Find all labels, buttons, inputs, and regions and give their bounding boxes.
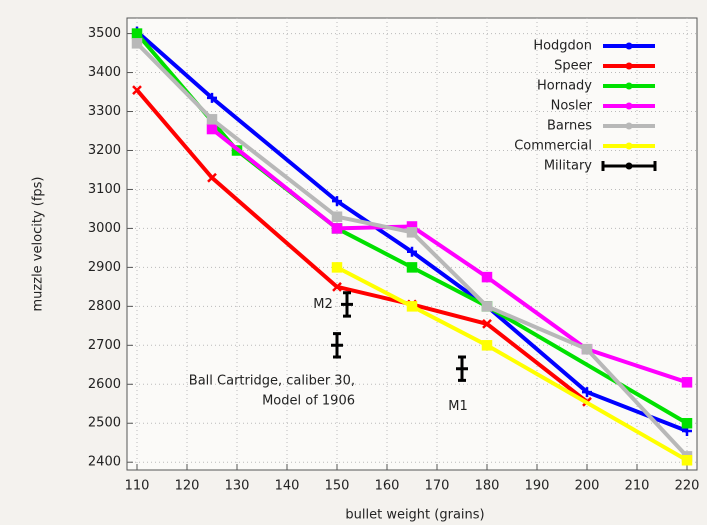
point (207, 92, 217, 103)
point (331, 223, 343, 234)
y-tick-label: 2500 (88, 416, 121, 431)
legend-marker (625, 102, 633, 110)
point (206, 114, 218, 125)
x-tick-label: 160 (375, 479, 400, 494)
legend-label: Hodgdon (533, 39, 592, 54)
y-tick-label: 3300 (88, 104, 121, 119)
point (332, 281, 342, 292)
point (681, 377, 693, 388)
point (131, 28, 143, 39)
point (406, 301, 418, 312)
point (582, 387, 592, 398)
y-tick-label: 3000 (88, 221, 121, 236)
y-tick-label: 3200 (88, 143, 121, 158)
legend-label: Hornady (537, 79, 592, 94)
point (406, 227, 418, 238)
x-axis-label: bullet weight (grains) (345, 508, 484, 523)
point (331, 262, 343, 273)
y-tick-label: 3500 (88, 26, 121, 41)
annotation: M2 (313, 297, 333, 312)
legend-marker (625, 82, 633, 90)
x-tick-label: 180 (475, 479, 500, 494)
point (481, 271, 493, 283)
annotation: Ball Cartridge, caliber 30, (189, 374, 355, 389)
y-axis-label: muzzle velocity (fps) (31, 177, 46, 312)
point (481, 340, 493, 351)
series-line (210, 127, 688, 385)
series-line (336, 265, 688, 462)
y-tick-label: 3400 (88, 65, 121, 80)
point (681, 455, 693, 466)
point (681, 417, 693, 429)
legend-marker (625, 42, 633, 50)
y-tick-label: 2900 (88, 260, 121, 275)
point (131, 38, 143, 49)
legend-label: Speer (554, 59, 593, 74)
x-tick-label: 210 (625, 479, 650, 494)
legend-label: Military (544, 159, 592, 174)
point (207, 172, 217, 183)
y-tick-label: 2600 (88, 377, 121, 392)
annotation: M1 (448, 399, 468, 414)
y-tick-label: 2800 (88, 299, 121, 314)
x-tick-label: 120 (175, 479, 200, 494)
x-tick-label: 150 (325, 479, 350, 494)
annotation: Model of 1906 (262, 394, 355, 409)
y-tick-label: 2400 (88, 455, 121, 470)
point (581, 343, 593, 355)
x-tick-label: 110 (125, 479, 150, 494)
error-bar (456, 355, 468, 382)
error-bar (331, 332, 343, 359)
point (206, 123, 218, 135)
plot-frame (126, 17, 698, 471)
legend-marker (625, 62, 633, 70)
point (481, 301, 493, 312)
legend-label: Nosler (551, 99, 593, 114)
point (407, 246, 417, 257)
y-tick-label: 3100 (88, 182, 121, 197)
x-tick-label: 170 (425, 479, 450, 494)
error-bar (341, 291, 353, 318)
point (406, 262, 418, 273)
x-tick-label: 130 (225, 479, 250, 494)
series-line (135, 32, 689, 425)
x-tick-label: 190 (525, 479, 550, 494)
legend-label: Commercial (514, 139, 592, 154)
point (331, 211, 343, 222)
point (132, 85, 142, 95)
legend-marker (625, 122, 633, 130)
y-tick-label: 2700 (88, 338, 121, 353)
point (332, 196, 342, 207)
series-line (135, 88, 589, 404)
legend-marker (625, 162, 633, 170)
legend-label: Barnes (547, 119, 592, 134)
x-tick-label: 220 (675, 479, 700, 494)
legend-marker (625, 142, 633, 150)
x-tick-label: 200 (575, 479, 600, 494)
point (482, 318, 492, 329)
x-tick-label: 140 (275, 479, 300, 494)
